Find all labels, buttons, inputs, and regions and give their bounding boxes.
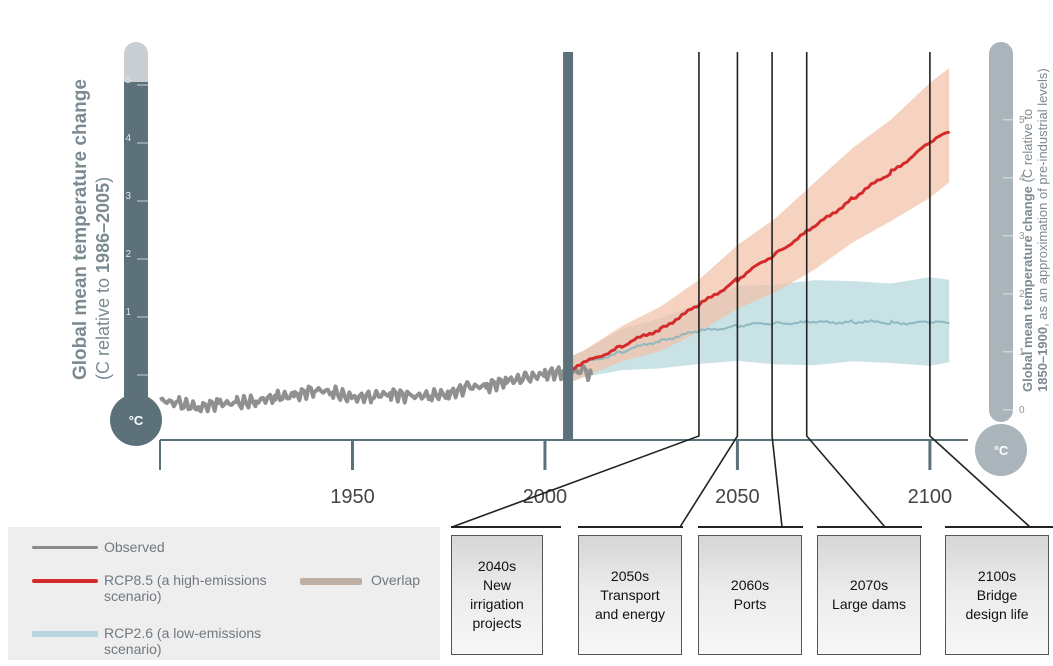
card-line: projects — [472, 615, 522, 631]
callout-connector-2100s — [929, 52, 1031, 528]
left-thermometer-axis: °C 1 2 3 4 5 — [110, 42, 162, 446]
callout-connector-2060s — [771, 52, 783, 528]
left-bulb-label: °C — [129, 413, 144, 428]
right-tick-label: 3 — [1019, 231, 1025, 242]
card-line: Bridge — [976, 586, 1018, 603]
legend-label-rcp26-line2: scenario) — [104, 641, 162, 657]
callout-card-2040s: 2040s New irrigation projects — [451, 535, 543, 655]
callout-connector-2050s — [679, 52, 739, 528]
right-tick-label: 1 — [1019, 347, 1025, 358]
x-tick-label: 2000 — [523, 486, 568, 508]
right-thermometer-axis: °C 0 1 2 3 4 5 — [975, 42, 1027, 476]
right-tick-label: 2 — [1019, 289, 1025, 300]
callout-connector-2040s — [451, 52, 700, 528]
legend-swatch-rcp85 — [32, 579, 98, 583]
legend-label-rcp85-line1: RCP8.5 (a high-emissions — [104, 572, 267, 588]
observed-series-line — [159, 364, 594, 414]
right-bulb-label: °C — [994, 443, 1009, 458]
left-tick-label: 1 — [125, 307, 131, 318]
left-tick-label: 2 — [125, 249, 131, 260]
x-tick-label: 1950 — [330, 486, 375, 508]
card-line: Ports — [733, 596, 767, 612]
card-line: 2040s — [477, 558, 517, 574]
left-tick-label: 5 — [125, 75, 131, 86]
legend-label-rcp85-line2: scenario) — [104, 588, 162, 604]
right-tick-label: 4 — [1019, 173, 1025, 184]
present-day-marker — [563, 52, 574, 440]
card-bar-2060s — [698, 526, 803, 528]
callout-card-2060s: 2060s Ports — [698, 535, 802, 655]
right-thermometer-tube — [989, 42, 1013, 422]
legend-label-rcp26: RCP2.6 (a low-emissions scenario) — [104, 625, 261, 657]
series-lines — [159, 130, 951, 414]
card-line: design life — [965, 605, 1029, 622]
card-line: and energy — [594, 605, 666, 622]
card-line: 2060s — [730, 577, 770, 593]
rcp85-series-line — [567, 130, 951, 373]
rcp85-uncertainty-band — [568, 68, 950, 384]
uncertainty-bands — [568, 68, 950, 384]
callout-card-2100s: 2100s Bridge design life — [945, 535, 1049, 655]
right-axis-title: Global mean temperature change (C relati… — [1020, 109, 1035, 392]
left-axis-subtitle: (C relative to 1986–2005) — [93, 177, 113, 380]
card-line: Large dams — [832, 596, 906, 612]
legend-label-rcp85: RCP8.5 (a high-emissions scenario) — [104, 572, 267, 604]
legend-swatch-overlap — [300, 578, 362, 585]
card-line: 2070s — [849, 577, 889, 593]
card-bar-2100s — [945, 526, 1053, 528]
left-tick-label: 4 — [125, 133, 131, 144]
card-bar-2040s — [451, 526, 561, 528]
legend-swatch-rcp26 — [32, 631, 98, 637]
decade-callout-lines — [451, 52, 1031, 528]
right-tick-label: 0 — [1019, 405, 1025, 416]
right-tick-label: 5 — [1019, 115, 1025, 126]
card-line: New — [482, 577, 511, 593]
card-line: 2100s — [977, 567, 1017, 584]
legend-label-observed: Observed — [104, 539, 165, 555]
x-tick-label: 2100 — [908, 486, 953, 508]
left-axis-title: Global mean temperature change — [70, 79, 91, 380]
x-axis: 1950 2000 2050 2100 — [159, 52, 968, 508]
legend-label-overlap: Overlap — [371, 572, 421, 588]
x-tick-label: 2050 — [715, 486, 760, 508]
right-thermometer-bulb — [975, 424, 1027, 476]
left-thermometer-tube — [124, 82, 148, 422]
right-axis-subtitle: 1850–1900, as an approximation of pre-in… — [1035, 68, 1050, 392]
legend-swatch-observed — [32, 546, 98, 549]
legend-label-rcp26-line1: RCP2.6 (a low-emissions — [104, 625, 262, 641]
left-thermometer-bulb — [110, 394, 162, 446]
card-line: Transport — [600, 586, 660, 603]
card-line: 2050s — [610, 567, 650, 584]
rcp26-uncertainty-band — [568, 277, 950, 384]
rcp26-series-line — [567, 319, 950, 372]
callout-card-2050s: 2050s Transport and energy — [578, 535, 682, 655]
card-bar-2050s — [578, 526, 683, 528]
callout-connector-2070s — [805, 52, 886, 528]
legend: Observed RCP8.5 (a high-emissions scenar… — [8, 527, 440, 660]
callout-card-2070s: 2070s Large dams — [817, 535, 921, 655]
card-line: irrigation — [470, 596, 524, 612]
card-bar-2070s — [817, 526, 922, 528]
left-tick-label: 3 — [125, 191, 131, 202]
